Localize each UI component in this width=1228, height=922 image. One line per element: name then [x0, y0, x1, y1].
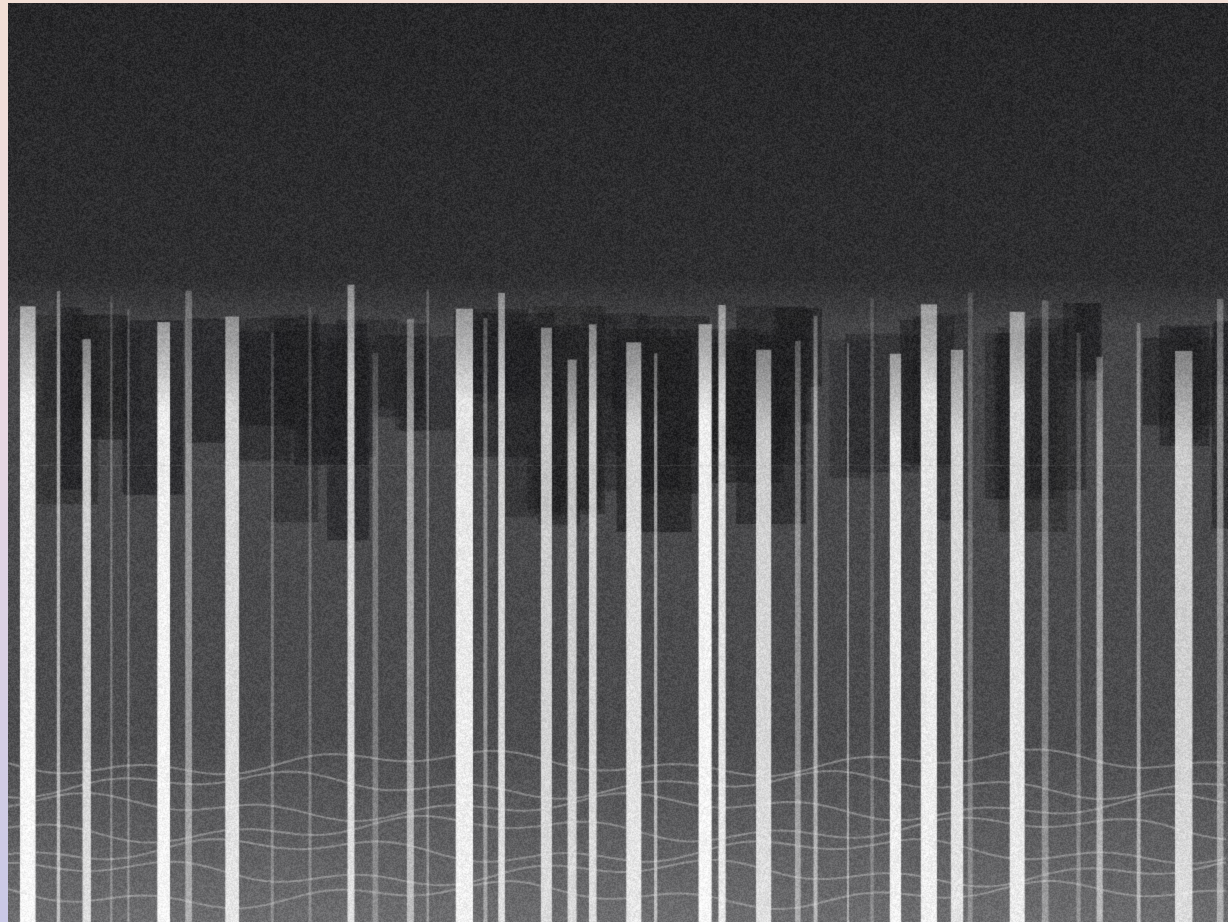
spectrogram-image: [8, 3, 1228, 922]
spectrogram-canvas: [8, 3, 1228, 922]
